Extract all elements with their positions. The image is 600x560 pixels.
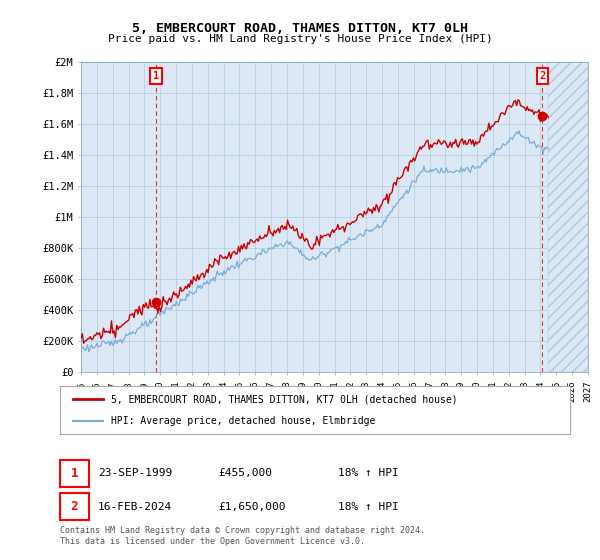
Text: Price paid vs. HM Land Registry's House Price Index (HPI): Price paid vs. HM Land Registry's House … xyxy=(107,34,493,44)
Text: 1: 1 xyxy=(153,71,159,81)
Text: £455,000: £455,000 xyxy=(218,468,272,478)
Text: Contains HM Land Registry data © Crown copyright and database right 2024.
This d: Contains HM Land Registry data © Crown c… xyxy=(60,526,425,546)
Text: £1,650,000: £1,650,000 xyxy=(218,502,286,512)
Text: 18% ↑ HPI: 18% ↑ HPI xyxy=(338,502,398,512)
Text: 16-FEB-2024: 16-FEB-2024 xyxy=(98,502,172,512)
Text: 5, EMBERCOURT ROAD, THAMES DITTON, KT7 0LH (detached house): 5, EMBERCOURT ROAD, THAMES DITTON, KT7 0… xyxy=(111,394,458,404)
Text: 2: 2 xyxy=(71,500,78,514)
Text: HPI: Average price, detached house, Elmbridge: HPI: Average price, detached house, Elmb… xyxy=(111,416,376,426)
Text: 5, EMBERCOURT ROAD, THAMES DITTON, KT7 0LH: 5, EMBERCOURT ROAD, THAMES DITTON, KT7 0… xyxy=(132,22,468,35)
Text: 23-SEP-1999: 23-SEP-1999 xyxy=(98,468,172,478)
Text: 18% ↑ HPI: 18% ↑ HPI xyxy=(338,468,398,478)
Bar xyxy=(548,62,588,372)
Text: 1: 1 xyxy=(71,466,78,480)
Text: 2: 2 xyxy=(539,71,545,81)
